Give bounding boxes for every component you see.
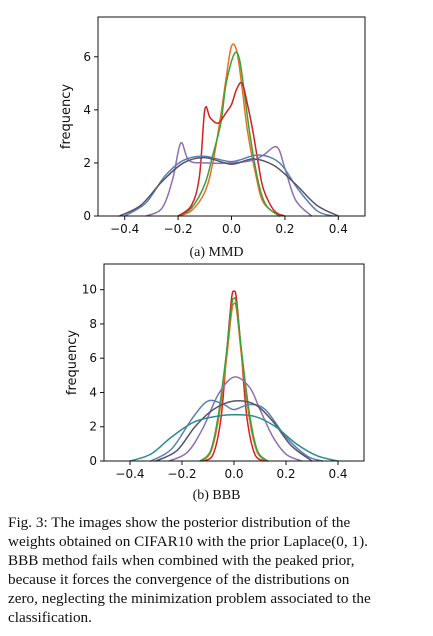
caption-line: BBB method fails when combined with the …	[8, 552, 355, 569]
x-tick-label: 0.2	[276, 467, 295, 481]
chart-mmd: −0.4 −0.2 0.0 0.2 0.4 0 2 4 6 frequency	[59, 16, 366, 236]
y-tick-label: 10	[82, 283, 97, 297]
subcaption-b: (b) BBB	[192, 488, 241, 503]
x-tick-label: −0.2	[167, 467, 196, 481]
y-tick-label: 0	[83, 209, 91, 223]
caption-line: because it forces the convergence of the…	[8, 571, 350, 588]
caption-line: Fig. 3: The images show the posterior di…	[8, 514, 351, 531]
y-tick-label: 6	[89, 351, 97, 365]
y-tick-label: 2	[83, 156, 91, 170]
y-tick-label: 2	[89, 420, 97, 434]
series-line-2	[199, 297, 269, 462]
series-line-1	[199, 302, 269, 462]
y-tick-label: 0	[89, 454, 97, 468]
y-tick-label: 8	[89, 317, 97, 331]
caption-line: weights obtained on CIFAR10 with the pri…	[8, 533, 368, 550]
chart-bbb: −0.4 −0.2 0.0 0.2 0.4 0 2 4 6 8 10 frequency	[65, 263, 365, 481]
y-axis-label: frequency	[65, 330, 80, 396]
caption-line: zero, neglecting the minimization proble…	[8, 590, 371, 607]
x-tick-label: 0.0	[222, 222, 241, 236]
y-tick-label: 6	[83, 50, 91, 64]
caption-line: classification.	[8, 609, 92, 626]
y-tick-label: 4	[89, 385, 97, 399]
series-line-6	[129, 413, 339, 462]
series-line-1	[177, 51, 281, 217]
plot-frame	[103, 263, 365, 462]
series-line-3	[145, 141, 313, 217]
series-line-5	[118, 156, 340, 217]
x-tick-label: −0.4	[110, 222, 139, 236]
x-tick-label: −0.4	[115, 467, 144, 481]
y-tick-label: 4	[83, 103, 91, 117]
subcaption-a: (a) MMD	[189, 245, 244, 260]
y-axis-label: frequency	[59, 84, 74, 150]
series-line-2	[177, 81, 286, 217]
x-tick-label: 0.0	[224, 467, 243, 481]
x-tick-label: −0.2	[164, 222, 193, 236]
series-line-3	[168, 376, 303, 462]
figure-caption: Fig. 3: The images show the posterior di…	[8, 513, 426, 627]
series-line-0	[177, 43, 281, 217]
series-line-5	[155, 399, 313, 462]
x-tick-label: 0.4	[328, 467, 347, 481]
series-line-0	[202, 290, 266, 462]
x-tick-label: 0.4	[329, 222, 348, 236]
x-tick-label: 0.2	[275, 222, 294, 236]
